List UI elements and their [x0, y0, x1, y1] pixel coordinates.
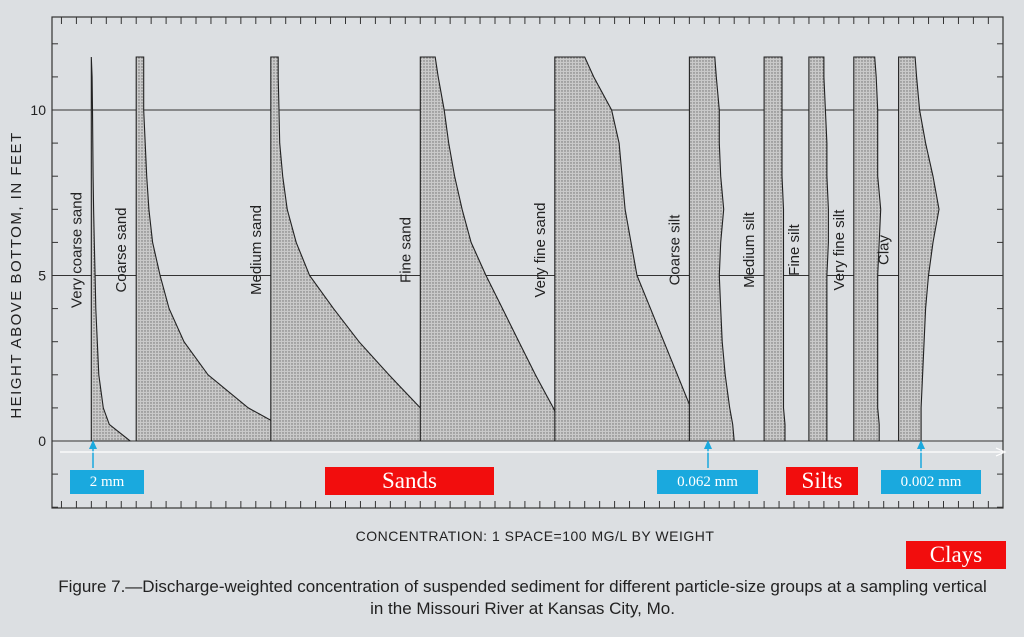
annotation-clays: Clays: [906, 541, 1006, 569]
caption-line-2: in the Missouri River at Kansas City, Mo…: [370, 599, 675, 618]
series-profile-7: [808, 56, 829, 442]
caption-line-1: Figure 7.—Discharge-weighted concentrati…: [58, 577, 987, 596]
series-profile-1: [135, 56, 331, 442]
y-tick-label: 0: [38, 433, 46, 449]
series-label: Fine silt: [786, 223, 803, 276]
series-profile-5: [688, 56, 735, 442]
annotation-sands: Sands: [325, 467, 494, 495]
series-label: Coarse silt: [666, 214, 683, 286]
series-label: Coarse sand: [113, 207, 130, 292]
x-axis-label: CONCENTRATION: 1 SPACE=100 MG/L BY WEIGH…: [356, 528, 715, 544]
series-profile-6: [763, 56, 786, 442]
axis-layer: 0 5 10: [30, 16, 1007, 509]
label-layer: Very coarse sand Coarse sand Medium sand Fi…: [68, 192, 892, 308]
series-profile-8: [853, 56, 882, 442]
series-label: Medium sand: [248, 205, 265, 295]
series-layer: [90, 56, 940, 442]
annotation-0002mm: 0.002 mm: [881, 470, 981, 494]
annotation-0062mm: 0.062 mm: [657, 470, 758, 494]
series-label: Very coarse sand: [68, 192, 85, 308]
y-tick-label: 5: [38, 268, 46, 284]
baseline-arrowhead: [995, 447, 1007, 457]
figure-caption: Figure 7.—Discharge-weighted concentrati…: [30, 576, 1015, 620]
sediment-chart: Very coarse sand Coarse sand Medium sand Fi…: [8, 16, 1007, 544]
series-label: Medium silt: [741, 211, 758, 288]
series-label: Very fine silt: [831, 209, 848, 291]
series-profile-0: [90, 56, 132, 442]
series-label: Very fine sand: [532, 202, 549, 297]
arrowhead: [704, 440, 712, 449]
arrowhead: [89, 440, 97, 449]
y-axis-label: HEIGHT ABOVE BOTTOM, IN FEET: [8, 131, 25, 418]
series-label: Fine sand: [397, 217, 414, 283]
annotation-2mm: 2 mm: [70, 470, 144, 494]
y-tick-label: 10: [30, 102, 46, 118]
series-label: Clay: [876, 235, 893, 266]
series-profile-9: [898, 56, 940, 442]
annotation-silts: Silts: [786, 467, 858, 495]
arrowhead: [917, 440, 925, 449]
plot-frame: [51, 16, 1004, 509]
